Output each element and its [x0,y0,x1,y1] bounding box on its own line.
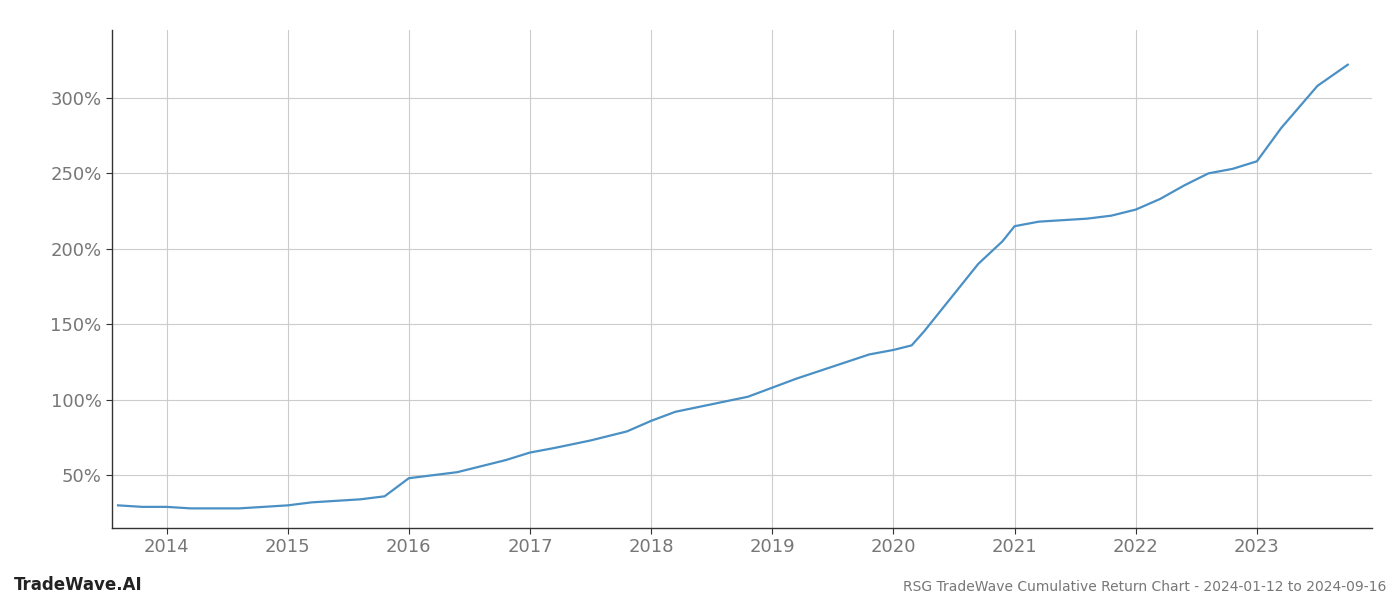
Text: TradeWave.AI: TradeWave.AI [14,576,143,594]
Text: RSG TradeWave Cumulative Return Chart - 2024-01-12 to 2024-09-16: RSG TradeWave Cumulative Return Chart - … [903,580,1386,594]
